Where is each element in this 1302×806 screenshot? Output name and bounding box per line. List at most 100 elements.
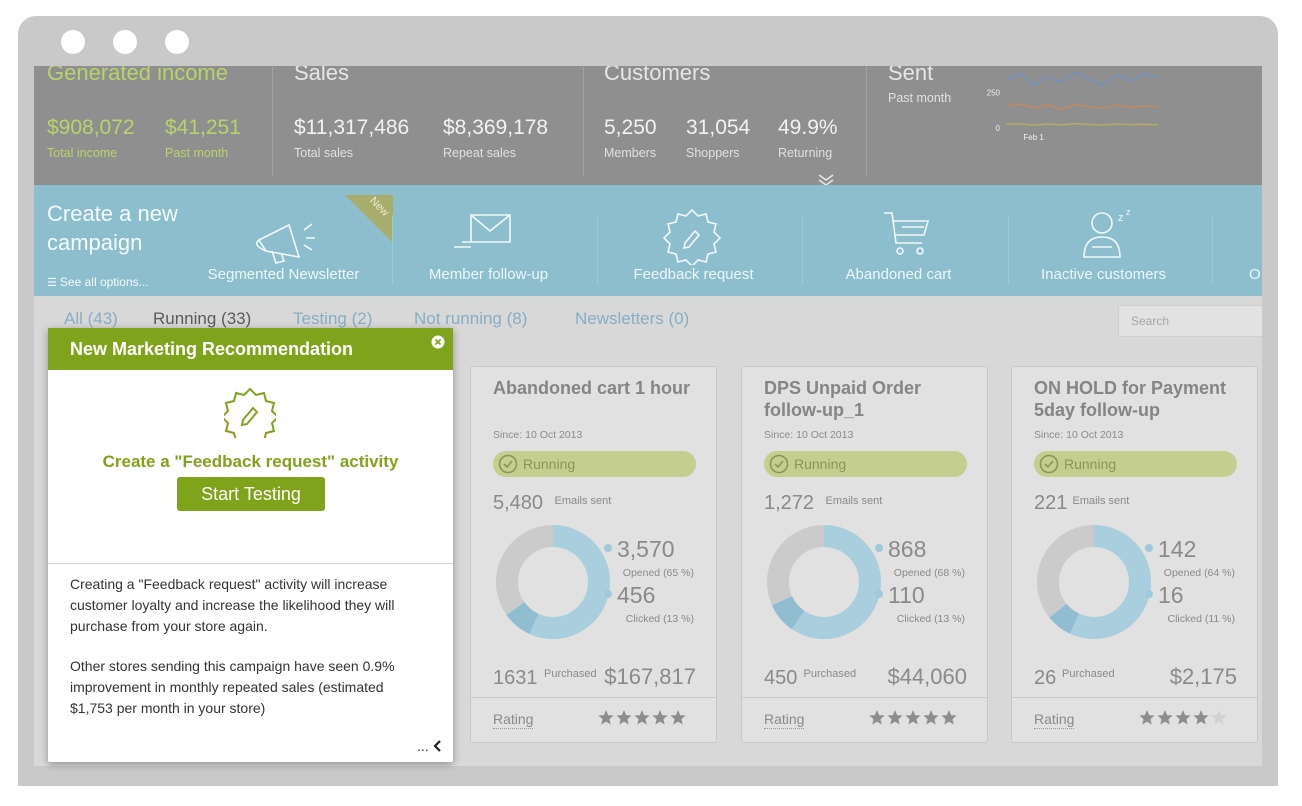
search-placeholder: Search xyxy=(1131,314,1170,328)
purchased-caption: Purchased xyxy=(544,668,597,680)
stat-value: $8,369,178 xyxy=(443,116,549,139)
revenue: $44,060 xyxy=(887,664,967,689)
stat-label: Past month xyxy=(165,146,229,160)
popup-more[interactable]: ... xyxy=(417,738,429,754)
divider xyxy=(742,697,987,698)
rating-label: Rating xyxy=(1034,711,1075,729)
clicked-arc xyxy=(767,525,881,639)
card-title: Abandoned cart 1 hour xyxy=(493,378,691,398)
see-all-text: See all options... xyxy=(59,275,149,289)
series-line xyxy=(1005,103,1159,111)
icons xyxy=(255,208,1121,265)
tab[interactable]: Testing (2) xyxy=(293,309,373,328)
stat-value: 49.9% xyxy=(778,116,838,139)
check xyxy=(1044,460,1054,469)
feedback-icon xyxy=(224,387,276,438)
campaign-card[interactable]: ON HOLD for Payment 5day follow-up Since:… xyxy=(1011,366,1258,743)
star xyxy=(1175,710,1191,725)
status-pill: Running xyxy=(493,451,696,477)
opened-caption: Opened (68 %) xyxy=(893,567,965,579)
stat-value: 5,250 xyxy=(604,116,657,139)
status-pill: Running xyxy=(1034,451,1237,477)
purchased-caption: Purchased xyxy=(1062,668,1115,680)
status-text: Running xyxy=(523,456,576,472)
star xyxy=(598,710,614,725)
campaign-option[interactable]: O xyxy=(1249,266,1261,283)
check-circle xyxy=(1039,454,1059,474)
clicked-caption: Clicked (13 %) xyxy=(625,613,694,625)
star xyxy=(869,710,885,725)
divider xyxy=(866,66,867,176)
stat-label: Total income xyxy=(47,146,118,160)
card-since: Since: 10 Oct 2013 xyxy=(1034,429,1124,441)
rating-label: Rating xyxy=(493,711,534,729)
revenue: $167,817 xyxy=(604,664,696,689)
divider xyxy=(392,215,393,285)
sent-value: 1,272 xyxy=(764,492,815,514)
rating-label: Rating xyxy=(764,711,805,729)
bullet xyxy=(1145,590,1153,598)
collapse-chevron[interactable] xyxy=(432,740,442,752)
campaign-option[interactable]: Segmented Newsletter xyxy=(207,266,360,283)
check xyxy=(503,460,513,469)
tab[interactable]: Not running (8) xyxy=(414,309,528,328)
tab[interactable]: Newsletters (0) xyxy=(575,309,690,328)
popup-paragraph: Other stores sending this campaign have … xyxy=(70,658,395,716)
campaign-icons: z z xyxy=(255,207,1131,265)
stat-label: Shoppers xyxy=(686,146,740,160)
campaign-option[interactable]: Feedback request xyxy=(633,266,754,283)
divider xyxy=(48,563,453,564)
stat-title: Generated income xyxy=(47,66,228,85)
opened-caption: Opened (64 %) xyxy=(1163,567,1235,579)
campaign-option[interactable]: Abandoned cart xyxy=(845,266,952,283)
status-text: Running xyxy=(794,456,847,472)
stat-title: Sent xyxy=(888,66,934,85)
stat-value: $11,317,486 xyxy=(294,116,410,139)
bullet xyxy=(875,544,883,552)
search-box[interactable]: Search xyxy=(1118,305,1262,337)
window-dot xyxy=(61,30,85,54)
donut-chart xyxy=(1037,525,1151,639)
clicked-value: 16 xyxy=(1158,582,1184,608)
divider xyxy=(583,66,584,176)
purchased-value: 26 xyxy=(1034,667,1057,689)
popup-title: New Marketing Recommendation xyxy=(70,339,354,359)
check xyxy=(774,460,784,469)
window-dot xyxy=(113,30,137,54)
star xyxy=(670,710,686,725)
bullet xyxy=(1145,544,1153,552)
recommendation-popup: New Marketing Recommendation Create a "F… xyxy=(48,328,453,762)
divider xyxy=(272,66,273,176)
opened-caption: Opened (65 %) xyxy=(622,567,694,579)
stat-label: Repeat sales xyxy=(443,146,516,160)
icon-z: z xyxy=(1126,207,1131,217)
popup-paragraph: Creating a "Feedback request" activity w… xyxy=(70,576,395,634)
opened-arc xyxy=(767,525,881,639)
bullet xyxy=(604,544,612,552)
close-button[interactable] xyxy=(431,335,445,349)
button-text: Start Testing xyxy=(201,484,301,504)
purchased-caption: Purchased xyxy=(803,668,857,680)
clicked-value: 456 xyxy=(617,582,656,608)
campaign-option[interactable]: Member follow-up xyxy=(428,266,549,283)
campaign-card[interactable]: Abandoned cart 1 hour Since: 10 Oct 2013 R… xyxy=(470,366,717,743)
start-testing-button[interactable]: Start Testing xyxy=(177,477,325,511)
stat-label: Past month xyxy=(888,91,952,105)
opened-arc xyxy=(496,525,610,639)
star xyxy=(1193,710,1209,725)
campaign-option[interactable]: Inactive customers xyxy=(1040,266,1167,283)
divider xyxy=(471,697,716,698)
campaign-card[interactable]: DPS Unpaid Order follow-up_1 Since: 10 Oc… xyxy=(741,366,988,743)
star xyxy=(652,710,668,725)
sent-caption: Emails sent xyxy=(1072,495,1130,507)
status-icon xyxy=(498,454,518,474)
star xyxy=(1139,710,1155,725)
tab[interactable]: All (43) xyxy=(64,309,118,328)
stat-label: Members xyxy=(604,146,657,160)
star xyxy=(1157,710,1173,725)
tab[interactable]: Running (33) xyxy=(153,309,252,328)
stats-bar: Generated income $908,072 Total income $… xyxy=(34,66,1262,185)
stat-label: Total sales xyxy=(294,146,354,160)
divider xyxy=(802,215,803,285)
see-all-link[interactable]: ☰ See all options... xyxy=(47,275,149,289)
